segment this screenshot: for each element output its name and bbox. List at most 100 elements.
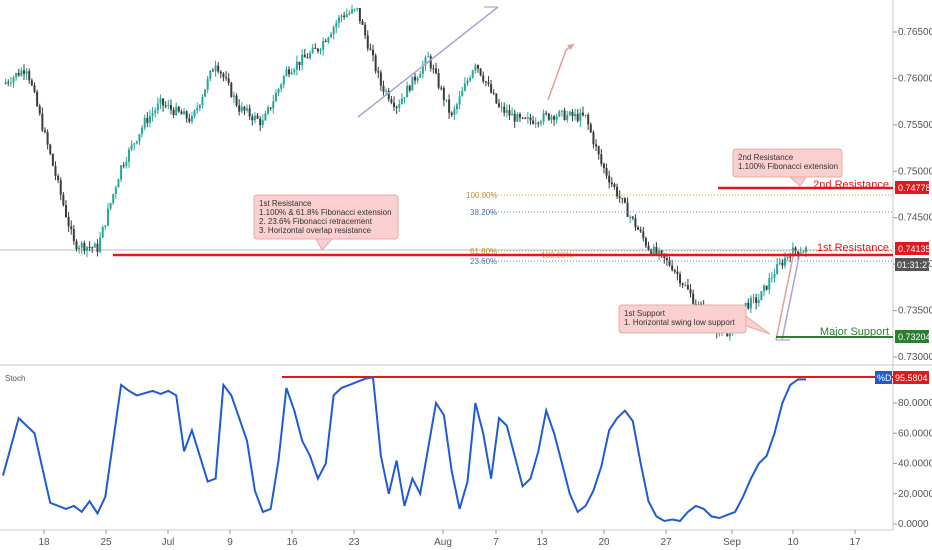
- candle-body: [25, 71, 28, 74]
- svg-text:95.5804: 95.5804: [895, 373, 928, 383]
- candle-body: [20, 70, 23, 76]
- time-tick-label: 25: [100, 537, 112, 548]
- stoch-value-badge: 95.5804: [893, 371, 929, 384]
- candle-body: [497, 103, 500, 107]
- candle-body: [786, 256, 789, 259]
- s1-line-1: 1st Support: [624, 309, 666, 318]
- r2-line-1: 2nd Resistance: [738, 153, 794, 162]
- candle-body: [387, 90, 390, 100]
- candle-body: [12, 77, 15, 83]
- time-tick-label: 7: [493, 537, 499, 548]
- candle-body: [568, 111, 571, 115]
- price-tick-label: 0.73500: [898, 306, 932, 317]
- candle-body: [295, 61, 298, 70]
- candle-body: [505, 110, 508, 113]
- candle-body: [7, 82, 10, 84]
- stoch-pane: Stoch 80.0000 60.0000 40.0000 20.0000 0.0000…: [2, 371, 932, 530]
- annotation-first-resistance: 1st Resistance 1.100% & 61.8% Fibonacci …: [253, 194, 399, 251]
- trend-line-up: [357, 6, 499, 118]
- candle-body: [773, 274, 776, 278]
- candle-body: [72, 229, 75, 242]
- candle-body: [805, 247, 807, 252]
- candle-body: [581, 112, 584, 116]
- candle-body: [143, 117, 146, 128]
- candle-body: [311, 47, 314, 53]
- candle-body: [162, 98, 165, 106]
- candle-body: [217, 65, 220, 72]
- candle-body: [413, 76, 416, 81]
- candle-body: [261, 120, 264, 126]
- candle-body: [768, 278, 771, 290]
- candle-body: [78, 247, 81, 250]
- candle-body: [765, 285, 768, 290]
- major-support-label: Major Support: [820, 326, 889, 338]
- candle-body: [791, 247, 794, 258]
- candle-body: [589, 124, 592, 133]
- time-tick-label: 20: [598, 537, 610, 548]
- candle-body: [445, 99, 448, 101]
- candle-body: [542, 113, 545, 122]
- candle-body: [429, 56, 432, 69]
- candle-body: [755, 297, 758, 304]
- candle-body: [272, 101, 275, 109]
- candle-body: [80, 242, 83, 248]
- candle-body: [398, 104, 401, 108]
- price-pane: 0.765000.760000.755000.750000.745000.740…: [0, 0, 932, 531]
- candle-body: [93, 243, 96, 248]
- candle-body: [177, 106, 180, 112]
- candle-body: [728, 331, 731, 337]
- candle-body: [681, 283, 684, 286]
- candle-body: [421, 65, 424, 75]
- time-tick-label: Jul: [162, 537, 175, 548]
- svg-text:0.74135: 0.74135: [898, 244, 931, 254]
- candle-body: [778, 262, 781, 265]
- candle-body: [190, 116, 193, 122]
- candle-body: [196, 108, 199, 111]
- candle-body: [634, 218, 637, 228]
- candle-body: [106, 208, 109, 226]
- candle-body: [340, 15, 343, 18]
- candle-body: [511, 113, 514, 116]
- svg-text:0.74778: 0.74778: [898, 183, 931, 193]
- candle-body: [595, 144, 598, 147]
- candle-body: [180, 111, 183, 115]
- candle-body: [608, 175, 611, 183]
- candle-body: [222, 73, 225, 78]
- candle-body: [560, 110, 563, 112]
- candle-body: [146, 117, 149, 123]
- candle-body: [28, 71, 31, 81]
- candle-body: [322, 40, 325, 50]
- candle-body: [169, 105, 172, 110]
- candle-body: [156, 103, 159, 111]
- candle-body: [15, 73, 18, 78]
- candle-body: [668, 260, 671, 266]
- candle-body: [802, 251, 805, 253]
- candle-body: [214, 65, 217, 72]
- candle-body: [626, 202, 629, 217]
- candle-body: [277, 88, 280, 93]
- abcd-leg-2: [781, 251, 801, 341]
- candle-body: [605, 168, 608, 176]
- candle-body: [356, 8, 359, 10]
- candle-body: [248, 108, 251, 117]
- candle-body: [655, 246, 658, 254]
- candle-body: [301, 54, 304, 66]
- candle-body: [490, 84, 493, 93]
- candle-body: [348, 13, 351, 15]
- time-tick-label: 23: [348, 537, 360, 548]
- candle-body: [629, 216, 632, 218]
- r1-line-1: 1st Resistance: [259, 199, 312, 208]
- candle-body: [492, 92, 495, 94]
- candle-body: [256, 115, 259, 119]
- stoch-tick-label: 80.0000: [898, 398, 932, 409]
- candle-body: [148, 115, 151, 123]
- candle-body: [558, 111, 561, 117]
- candle-body: [293, 69, 296, 73]
- candle-body: [319, 49, 322, 52]
- candle-body: [259, 118, 262, 126]
- candle-body: [240, 106, 243, 112]
- svg-text:%D: %D: [877, 373, 892, 383]
- candle-body: [379, 72, 382, 86]
- candle-body: [484, 81, 487, 83]
